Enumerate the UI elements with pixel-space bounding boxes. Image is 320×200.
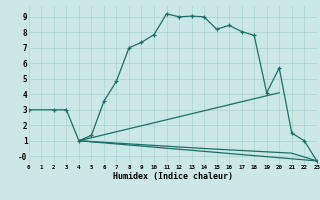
- X-axis label: Humidex (Indice chaleur): Humidex (Indice chaleur): [113, 172, 233, 181]
